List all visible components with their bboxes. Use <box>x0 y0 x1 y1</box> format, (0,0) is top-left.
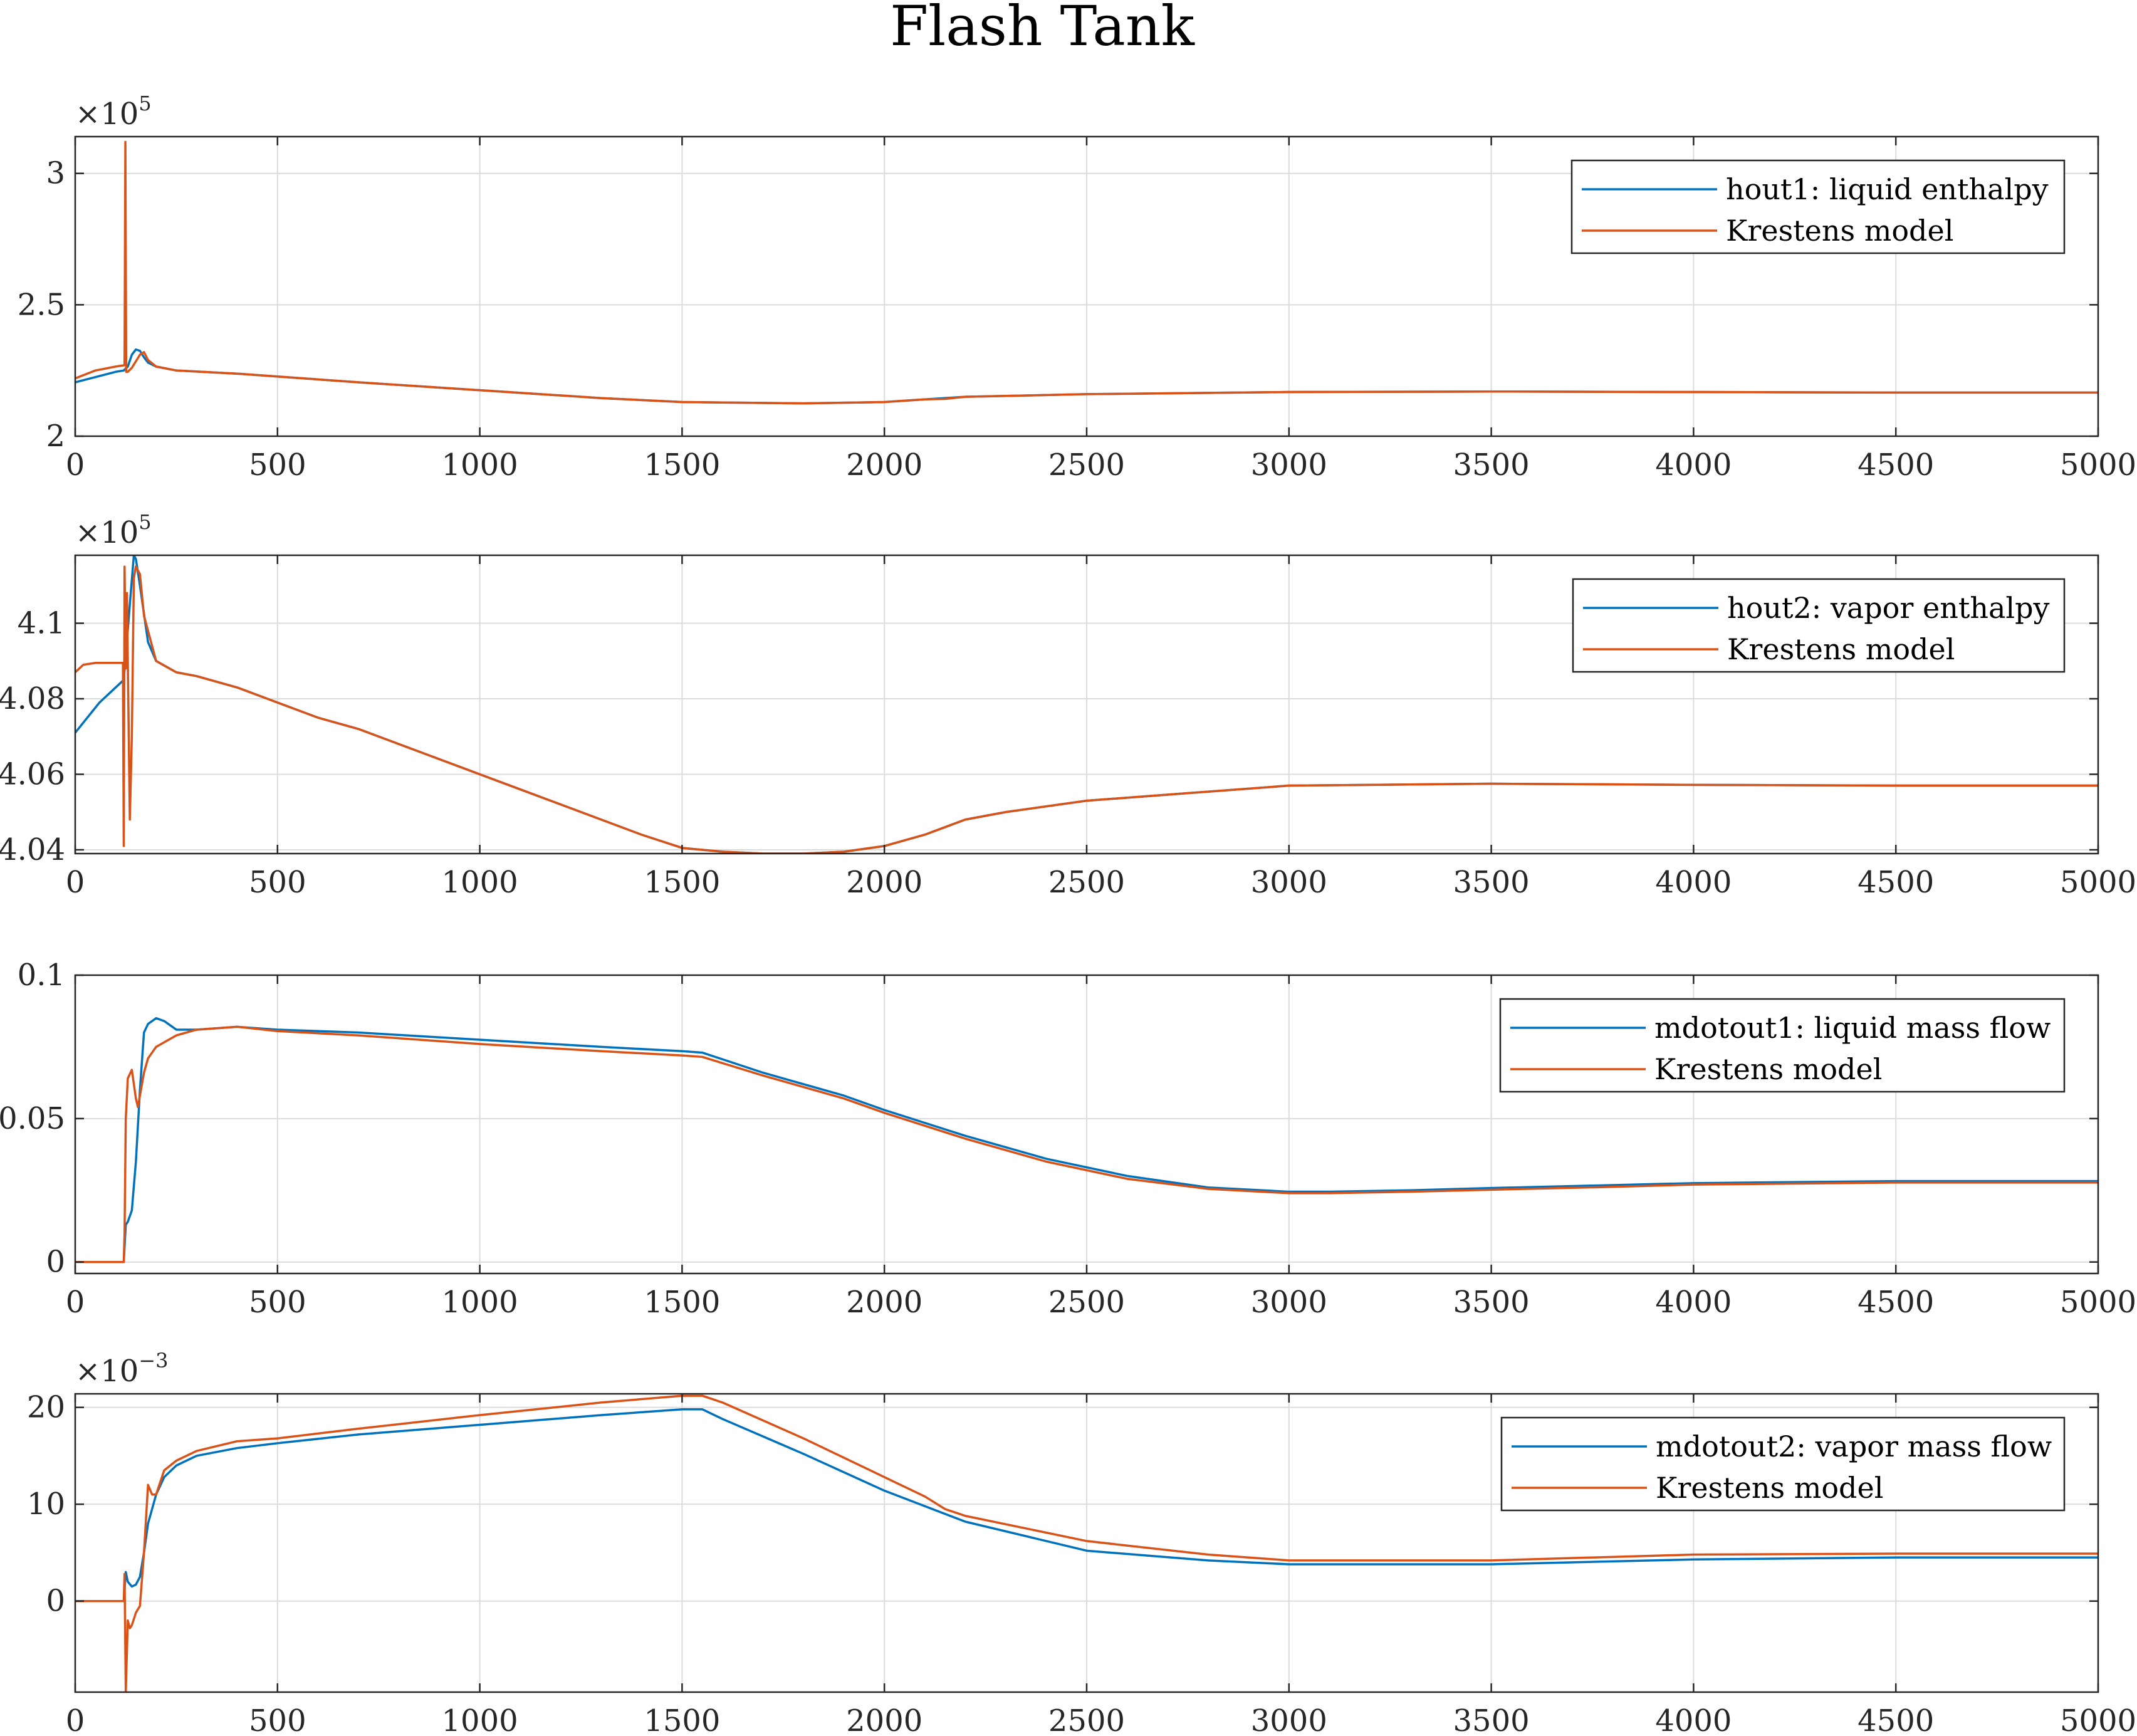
legend: mdotout1: liquid mass flow Krestens model <box>1499 998 2066 1093</box>
chart-panel-4: 0 500 1000 1500 2000 2500 3000 3500 4000 4500 5000… <box>27 1349 2136 1736</box>
x-tick-label: 2500 <box>1048 1703 1125 1736</box>
legend: hout1: liquid enthalpy Krestens model <box>1570 159 2066 254</box>
x-tick-label: 1500 <box>644 1703 720 1736</box>
x-tick-label: 2000 <box>846 447 922 483</box>
x-tick-label: 0 <box>66 1703 85 1736</box>
y-tick-label: 2 <box>46 419 65 454</box>
x-tick-label: 3500 <box>1453 1285 1530 1320</box>
chart-panel-1: 0 500 1000 1500 2000 2500 3000 3500 4000 4500 5000… <box>18 92 2136 483</box>
x-tick-label: 4500 <box>1857 865 1934 900</box>
x-tick-label: 3000 <box>1251 447 1327 483</box>
y-tick-label: 4.04 <box>0 832 65 867</box>
series-group <box>75 555 2098 854</box>
x-tick-label: 500 <box>249 865 306 900</box>
x-tick-label: 1000 <box>442 1703 518 1736</box>
x-tick-label: 3500 <box>1453 1703 1530 1736</box>
chart-panel-3: 0 500 1000 1500 2000 2500 3000 3500 4000 4500 5000… <box>0 958 2136 1320</box>
series-group <box>75 140 2098 405</box>
x-tick-label: 5000 <box>2060 447 2136 483</box>
x-tick-label: 4000 <box>1655 865 1732 900</box>
legend-label-2: Krestens model <box>1726 214 1953 248</box>
legend-box <box>1500 1416 2066 1512</box>
x-tick-label: 5000 <box>2060 1285 2136 1320</box>
x-tick-label: 3500 <box>1453 447 1530 483</box>
series-line-2 <box>75 140 2098 405</box>
x-tick-label: 2500 <box>1048 865 1125 900</box>
y-exponent-label: ×105 <box>75 510 152 550</box>
y-tick-label: 10 <box>27 1487 65 1522</box>
x-tick-label: 500 <box>249 1285 306 1320</box>
legend-label-1: mdotout1: liquid mass flow <box>1654 1011 2051 1045</box>
series-line-1 <box>75 1017 2098 1263</box>
x-tick-label: 2000 <box>846 865 922 900</box>
legend-label-1: mdotout2: vapor mass flow <box>1656 1430 2052 1463</box>
x-tick-label: 1500 <box>644 1285 720 1320</box>
x-tick-label: 1500 <box>644 865 720 900</box>
x-tick-label: 4500 <box>1857 1285 1934 1320</box>
x-tick-label: 0 <box>66 447 85 483</box>
x-tick-label: 4500 <box>1857 1703 1934 1736</box>
x-tick-label: 500 <box>249 447 306 483</box>
y-tick-label: 4.06 <box>0 756 65 792</box>
x-tick-label: 3000 <box>1251 865 1327 900</box>
y-tick-label: 4.08 <box>0 681 65 716</box>
chart-panel-2: 0 500 1000 1500 2000 2500 3000 3500 4000 4500 5000… <box>0 510 2136 900</box>
legend-box <box>1570 159 2066 254</box>
y-exponent-label: ×105 <box>75 92 152 132</box>
series-line-1 <box>75 1408 2098 1603</box>
legend: hout2: vapor enthalpy Krestens model <box>1572 578 2066 673</box>
legend-label-2: Krestens model <box>1727 632 1955 666</box>
x-tick-label: 2500 <box>1048 1285 1125 1320</box>
y-tick-label: 0.05 <box>0 1101 65 1136</box>
x-tick-label: 4000 <box>1655 447 1732 483</box>
legend-label-1: hout1: liquid enthalpy <box>1726 172 2049 206</box>
series-line-2 <box>75 1394 2098 1692</box>
y-tick-label: 0 <box>46 1584 65 1619</box>
legend: mdotout2: vapor mass flow Krestens model <box>1500 1416 2066 1512</box>
x-tick-label: 1000 <box>442 1285 518 1320</box>
x-tick-label: 3000 <box>1251 1285 1327 1320</box>
y-tick-label: 0.1 <box>18 958 65 993</box>
legend-label-1: hout2: vapor enthalpy <box>1727 591 2050 625</box>
charts: 0 500 1000 1500 2000 2500 3000 3500 4000 4500 5000… <box>0 92 2136 1736</box>
legend-label-2: Krestens model <box>1656 1471 1883 1505</box>
x-tick-label: 2000 <box>846 1285 922 1320</box>
legend-label-2: Krestens model <box>1654 1052 1882 1086</box>
figure-title: Flash Tank <box>890 0 1194 58</box>
y-tick-label: 0 <box>46 1245 65 1280</box>
x-tick-label: 4000 <box>1655 1285 1732 1320</box>
x-tick-label: 3500 <box>1453 865 1530 900</box>
x-tick-label: 0 <box>66 865 85 900</box>
x-tick-label: 2500 <box>1048 447 1125 483</box>
y-tick-label: 20 <box>27 1390 65 1425</box>
legend-box <box>1499 998 2066 1093</box>
y-tick-label: 4.1 <box>18 605 65 641</box>
x-tick-label: 500 <box>249 1703 306 1736</box>
series-line-2 <box>75 565 2098 854</box>
y-tick-label: 3 <box>46 156 65 191</box>
x-tick-label: 1000 <box>442 865 518 900</box>
x-tick-label: 5000 <box>2060 1703 2136 1736</box>
x-tick-label: 1000 <box>442 447 518 483</box>
x-tick-label: 5000 <box>2060 865 2136 900</box>
series-group <box>75 1017 2098 1263</box>
y-exponent-label: ×10−3 <box>75 1349 168 1389</box>
y-tick-label: 2.5 <box>18 287 65 322</box>
series-line-2 <box>75 1025 2098 1263</box>
series-group <box>75 1394 2098 1692</box>
x-tick-label: 3000 <box>1251 1703 1327 1736</box>
x-tick-label: 0 <box>66 1285 85 1320</box>
x-tick-label: 4000 <box>1655 1703 1732 1736</box>
x-tick-label: 1500 <box>644 447 720 483</box>
legend-box <box>1572 578 2066 673</box>
x-tick-label: 2000 <box>846 1703 922 1736</box>
x-tick-label: 4500 <box>1857 447 1934 483</box>
